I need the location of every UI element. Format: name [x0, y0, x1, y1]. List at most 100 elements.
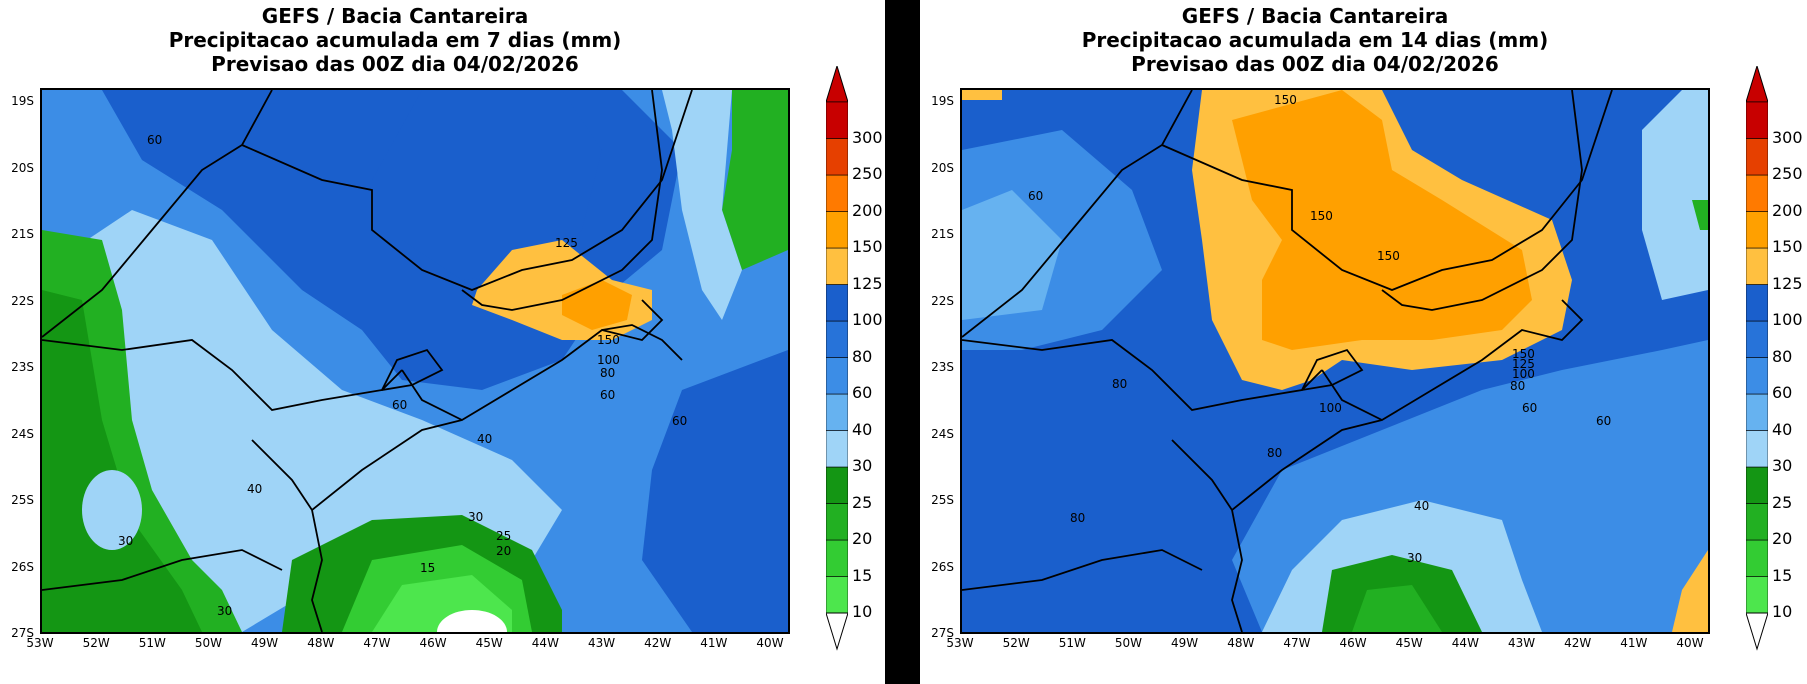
colorbar-level-label: 80 — [852, 346, 873, 366]
colorbar-swatch — [1745, 503, 1769, 541]
colorbar-swatch — [1745, 101, 1769, 139]
colorbar-level-label: 150 — [852, 237, 883, 256]
colorbar-level-label: 15 — [852, 565, 873, 585]
colorbar-level-label: 125 — [852, 273, 883, 293]
contour-labels: 60 125 150 100 80 60 60 40 60 40 30 25 2… — [118, 133, 687, 618]
colorbar-swatch — [1745, 430, 1769, 468]
lat-tick-label: 24S — [11, 426, 34, 441]
contour-label: 25 — [496, 529, 511, 543]
contour-label: 80 — [600, 366, 615, 380]
lat-tick-label: 26S — [931, 559, 954, 574]
colorbar-level-label: 25 — [1772, 492, 1793, 512]
colorbar-swatch — [1745, 211, 1769, 249]
colorbar-swatch — [825, 211, 849, 249]
title-line-2: Precipitacao acumulada em 14 dias (mm) — [1081, 28, 1549, 52]
precipitation-field: 60 125 150 100 80 60 60 40 60 40 30 25 2… — [42, 90, 788, 632]
contour-label: 100 — [597, 353, 620, 367]
map-title: GEFS / Bacia Cantareira Precipitacao acu… — [40, 4, 750, 76]
contour-label: 60 — [147, 133, 162, 147]
contour-label: 30 — [217, 604, 232, 618]
lon-tick-label: 49W — [1171, 636, 1199, 650]
lat-tick-label: 20S — [11, 160, 34, 175]
contour-label: 100 — [1512, 367, 1535, 381]
lon-tick-label: 40W — [1676, 636, 1704, 650]
map-panel-7-days: GEFS / Bacia Cantareira Precipitacao acu… — [0, 0, 885, 684]
colorbar-level-label: 200 — [1772, 200, 1803, 220]
lat-tick-label: 27S — [11, 626, 34, 640]
colorbar-min-arrow — [825, 612, 849, 651]
lon-tick-label: 42W — [644, 636, 672, 650]
contour-label: 30 — [1407, 551, 1422, 565]
colorbar-swatch — [825, 539, 849, 577]
colorbar-swatches — [1745, 64, 1769, 651]
title-line-1: GEFS / Bacia Cantareira — [1181, 4, 1449, 28]
map-panel-14-days: GEFS / Bacia Cantareira Precipitacao acu… — [920, 0, 1807, 684]
contour-label: 40 — [247, 482, 262, 496]
colorbar-swatch — [825, 430, 849, 468]
lon-tick-label: 41W — [700, 636, 728, 650]
lat-tick-label: 23S — [931, 360, 954, 374]
contour-label: 80 — [1267, 446, 1282, 460]
contour-label: 150 — [1274, 93, 1297, 107]
colorbar-level-label: 40 — [852, 419, 873, 439]
lon-tick-label: 41W — [1620, 636, 1648, 650]
contour-label: 125 — [1512, 357, 1535, 371]
map-title: GEFS / Bacia Cantareira Precipitacao acu… — [960, 4, 1670, 76]
lat-tick-label: 20S — [931, 160, 954, 175]
colorbar-level-label: 300 — [1772, 127, 1803, 147]
colorbar-level-label: 300 — [852, 127, 883, 147]
colorbar-swatch — [825, 466, 849, 504]
title-line-1: GEFS / Bacia Cantareira — [261, 4, 529, 28]
colorbar-level-label: 20 — [852, 529, 873, 548]
lon-tick-label: 50W — [1114, 636, 1143, 650]
colorbar-level-label: 250 — [1772, 164, 1803, 183]
lon-tick-label: 46W — [419, 636, 447, 650]
lon-tick-label: 45W — [1395, 636, 1423, 650]
colorbar-max-arrow — [1745, 64, 1769, 103]
contour-label: 150 — [1377, 249, 1400, 263]
colorbar-swatch — [825, 101, 849, 139]
contour-label: 125 — [555, 236, 578, 250]
colorbar-swatch — [825, 320, 849, 358]
lon-tick-label: 43W — [1507, 636, 1536, 650]
colorbar-swatch — [825, 284, 849, 322]
lon-tick-label: 45W — [475, 636, 503, 650]
contour-label: 20 — [496, 544, 511, 558]
lat-tick-label: 25S — [11, 493, 34, 507]
colorbar-level-label: 200 — [852, 200, 883, 220]
colorbar-swatch — [825, 576, 849, 614]
colorbar-level-label: 150 — [1772, 237, 1803, 256]
lon-tick-label: 52W — [82, 636, 110, 650]
colorbar-level-label: 20 — [1772, 529, 1793, 548]
lon-tick-label: 53W — [946, 636, 974, 650]
lon-tick-label: 42W — [1564, 636, 1592, 650]
contour-label: 60 — [1522, 401, 1537, 415]
colorbar-swatch — [1745, 247, 1769, 285]
contour-label: 80 — [1112, 377, 1127, 391]
colorbar-level-label: 10 — [852, 602, 873, 621]
lon-tick-label: 44W — [531, 636, 559, 650]
title-line-3: Previsao das 00Z dia 04/02/2026 — [211, 52, 579, 76]
lat-tick-label: 26S — [11, 559, 34, 574]
contour-label: 30 — [118, 534, 133, 548]
lon-tick-label: 44W — [1451, 636, 1479, 650]
contour-label: 60 — [1596, 414, 1611, 428]
precipitation-map: 60 125 150 100 80 60 60 40 60 40 30 25 2… — [40, 88, 790, 634]
colorbar-level-label: 30 — [852, 456, 873, 475]
contour-label: 60 — [1028, 189, 1043, 203]
contour-label: 40 — [477, 432, 492, 446]
colorbar-level-label: 10 — [1772, 602, 1793, 621]
colorbar-swatch — [825, 503, 849, 541]
colorbar-level-label: 125 — [1772, 273, 1803, 293]
contour-label: 150 — [1512, 347, 1535, 361]
colorbar-swatch — [1745, 539, 1769, 577]
lon-tick-label: 47W — [363, 636, 391, 650]
lat-tick-label: 22S — [11, 293, 34, 308]
colorbar-level-label: 100 — [852, 310, 883, 329]
lon-tick-label: 48W — [1227, 636, 1255, 650]
colorbar-swatch — [1745, 357, 1769, 395]
colorbar-level-label: 250 — [852, 164, 883, 183]
contour-label: 80 — [1070, 511, 1085, 525]
precipitation-field: 150 60 150 150 150 125 100 80 80 100 60 … — [962, 90, 1708, 632]
title-line-3: Previsao das 00Z dia 04/02/2026 — [1131, 52, 1499, 76]
